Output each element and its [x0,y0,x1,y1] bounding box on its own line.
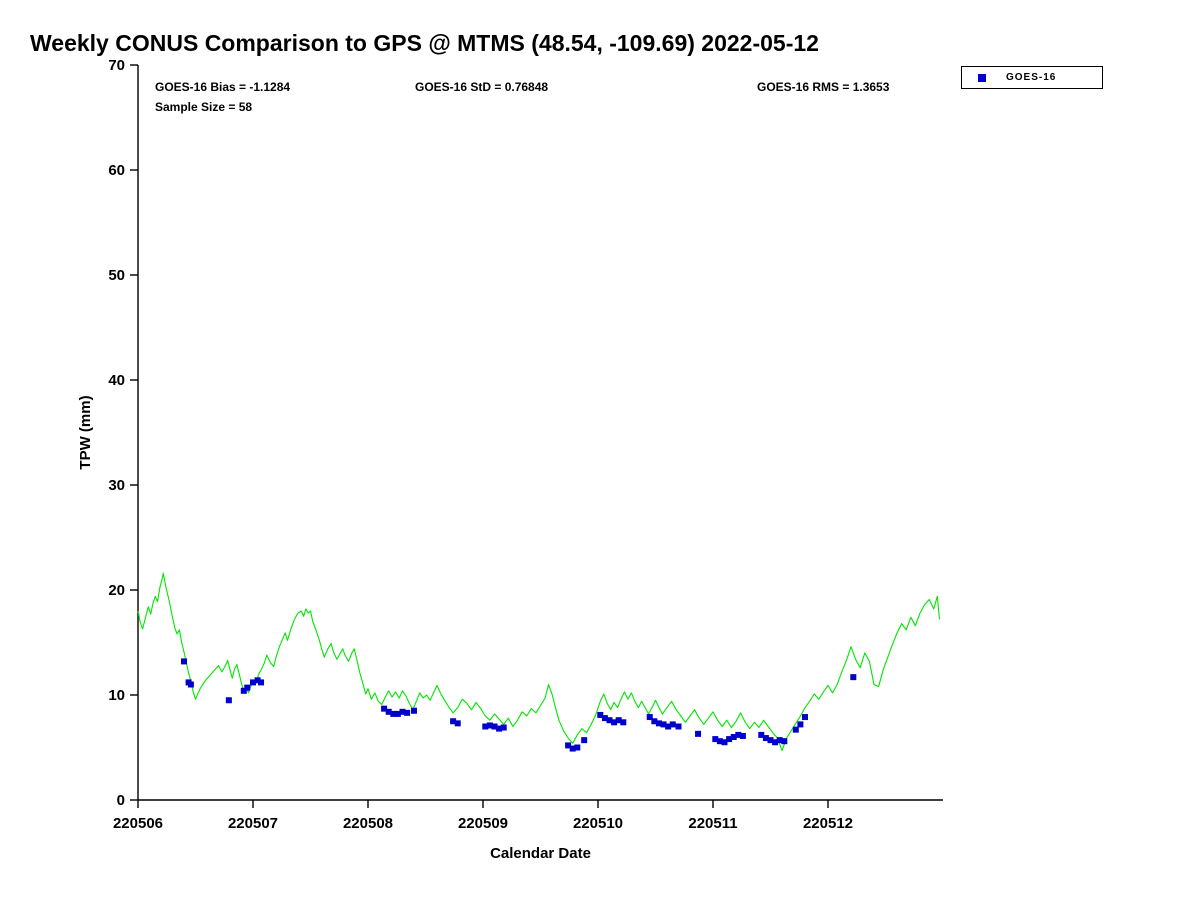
series-marker-goes-16 [620,719,627,726]
x-tick-label: 220507 [228,815,278,832]
series-marker-goes-16 [254,677,261,684]
series-marker-goes-16 [802,714,808,721]
series-marker-goes-16 [569,745,576,752]
series-marker-goes-16 [500,724,507,731]
series-marker-goes-16 [735,731,742,738]
series-marker-goes-16 [739,732,746,739]
series-marker-goes-16 [776,737,783,744]
series-marker-goes-16 [615,717,622,724]
series-marker-goes-16 [651,718,658,725]
series-marker-goes-16 [712,736,719,743]
series-line-gps-tpw [137,572,941,752]
stat-bias: GOES-16 Bias = -1.1284 [155,80,291,94]
series-marker-goes-16 [187,681,194,688]
y-tick-label: 20 [108,582,125,599]
stat-rms: GOES-16 RMS = 1.3653 [757,80,890,94]
series-marker-goes-16 [781,738,788,745]
series-marker-goes-16 [411,707,417,714]
y-tick-label: 40 [108,372,125,389]
series-marker-goes-16 [244,684,251,691]
y-tick-label: 0 [117,792,125,809]
x-tick-label: 220510 [573,815,623,832]
series-marker-goes-16 [792,726,799,733]
series-marker-goes-16 [695,730,702,737]
series-marker-goes-16 [660,721,667,728]
series-marker-goes-16 [669,721,676,728]
series-marker-goes-16 [716,738,723,745]
series-marker-goes-16 [762,735,769,742]
series-marker-goes-16 [450,718,457,725]
x-tick-label: 220512 [803,815,853,832]
series-marker-goes-16 [491,723,498,730]
stat-std: GOES-16 StD = 0.76848 [415,80,549,94]
chart-title: Weekly CONUS Comparison to GPS @ MTMS (4… [30,30,819,56]
series-marker-goes-16 [581,737,588,744]
series-marker-goes-16 [565,742,572,749]
series-marker-goes-16 [394,710,401,717]
series-marker-goes-16 [730,734,737,740]
series-marker-goes-16 [797,721,804,728]
x-axis-label: Calendar Date [490,845,591,862]
series-marker-goes-16 [240,687,247,694]
series-marker-goes-16 [772,739,779,746]
series-marker-goes-16 [767,737,774,744]
series-marker-goes-16 [258,679,265,686]
series-marker-goes-16 [181,658,187,665]
series-marker-goes-16 [385,708,392,715]
series-marker-goes-16 [574,744,581,751]
series-marker-goes-16 [646,714,653,721]
series-marker-goes-16 [250,679,256,686]
series-marker-goes-16 [399,708,406,715]
series-marker-goes-16 [482,723,489,730]
x-tick-label: 220508 [343,815,393,832]
legend: GOES-16 [961,66,1103,89]
series-marker-goes-16 [390,710,397,717]
series-marker-goes-16 [758,731,765,738]
y-tick-label: 10 [108,687,125,704]
y-tick-label: 70 [108,57,125,74]
legend-marker-square-icon [978,73,986,82]
stat-sample-size: Sample Size = 58 [155,100,253,114]
series-marker-goes-16 [726,736,733,743]
series-marker-goes-16 [721,739,728,746]
series-marker-goes-16 [496,725,503,732]
legend-label-goes16: GOES-16 [1006,72,1057,83]
series-marker-goes-16 [225,697,232,704]
series-marker-goes-16 [601,715,608,722]
y-tick-label: 30 [108,477,125,494]
x-tick-label: 220509 [458,815,508,832]
series-marker-goes-16 [404,709,411,716]
series-marker-goes-16 [655,720,662,727]
series-marker-goes-16 [381,705,388,712]
series-marker-goes-16 [486,722,493,729]
series-marker-goes-16 [665,723,672,730]
y-tick-label: 60 [108,162,125,179]
series-marker-goes-16 [611,719,618,726]
series-marker-goes-16 [606,717,613,724]
series-marker-goes-16 [675,723,682,730]
series-marker-goes-16 [850,674,857,681]
series-marker-goes-16 [597,711,604,718]
series-marker-goes-16 [454,720,461,727]
x-tick-label: 220511 [688,815,737,832]
x-tick-label: 220506 [113,815,163,832]
y-axis-label: TPW (mm) [77,395,94,469]
y-tick-label: 50 [108,267,125,284]
